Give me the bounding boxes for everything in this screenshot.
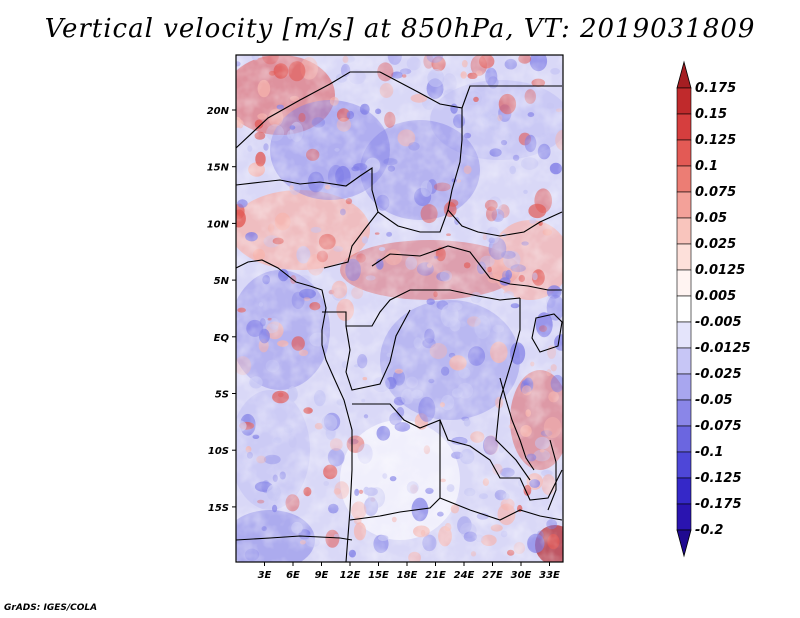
- colorbar-swatch: [676, 87, 692, 115]
- lon-tick-label: 18E: [397, 570, 418, 581]
- colorbar: 0.175 0.15 0.125 0.1 0.075 0.05 0.025 0.0125 0.0…: [676, 60, 751, 558]
- border-zambia-south: [439, 497, 563, 521]
- colorbar-top-arrow: [676, 60, 692, 89]
- colorbar-label: 0.15: [695, 107, 727, 122]
- map-title: Vertical velocity [m/s] at 850hPa, VT: 2…: [44, 14, 756, 44]
- lon-tick-label: 30E: [511, 570, 532, 581]
- colorbar-label: 0.075: [695, 185, 736, 200]
- colorbar-swatch: [676, 321, 692, 349]
- lon-tick-label: 9E: [315, 570, 329, 581]
- colorbar-bottom-arrow: [676, 529, 692, 558]
- colorbar-label: 0.025: [695, 237, 736, 252]
- lon-tick-label: 12E: [340, 570, 361, 581]
- border-drc-south: [352, 403, 563, 501]
- grads-credit: GrADS: IGES/COLA: [4, 603, 98, 613]
- country-borders: [236, 71, 563, 562]
- colorbar-label: 0.0125: [695, 263, 745, 278]
- border-east: [495, 298, 531, 481]
- colorbar-swatch: [676, 373, 692, 401]
- colorbar-swatch: [676, 217, 692, 245]
- lon-tick-label: 27E: [482, 570, 503, 581]
- colorbar-swatch: [676, 269, 692, 297]
- field-texture: [236, 55, 563, 562]
- colorbar-label: -0.175: [695, 497, 742, 512]
- lat-tick-label: 20N: [207, 106, 230, 117]
- border-chad-east: [461, 85, 562, 109]
- border-angola-zambia: [349, 420, 441, 521]
- colorbar-label: -0.05: [695, 393, 732, 408]
- lon-tick-label: 33E: [539, 570, 560, 581]
- lat-tick-label: 5N: [214, 276, 230, 287]
- colorbar-label: 0.175: [695, 81, 736, 96]
- colorbar-swatch: [676, 503, 692, 531]
- velocity-field: [236, 55, 563, 562]
- colorbar-label: -0.2: [695, 523, 723, 538]
- colorbar-swatch: [676, 165, 692, 193]
- colorbar-label: -0.0125: [695, 341, 751, 356]
- border-congo: [345, 309, 411, 391]
- colorbar-swatch: [676, 243, 692, 271]
- lat-tick-label: 15S: [208, 503, 229, 514]
- lat-tick-label: 15N: [207, 163, 230, 174]
- colorbar-label: -0.005: [695, 315, 742, 330]
- lat-tick-label: 10N: [207, 219, 230, 230]
- border-northwest: [236, 166, 379, 269]
- colorbar-swatch: [676, 113, 692, 141]
- lon-tick-label: 15E: [368, 570, 389, 581]
- lat-tick-label: EQ: [214, 333, 230, 344]
- border-chad-south: [377, 209, 449, 233]
- lat-tick-label: 5S: [215, 390, 229, 401]
- border-north-algeria: [236, 71, 563, 237]
- colorbar-label: 0.05: [695, 211, 727, 226]
- colorbar-swatch: [676, 425, 692, 453]
- colorbar-swatch: [676, 139, 692, 167]
- longitude-axis: 3E 6E 9E 12E 15E 18E 21E 24E 27E 30E 33E: [258, 562, 560, 581]
- colorbar-label: -0.125: [695, 471, 742, 486]
- colorbar-swatch: [676, 347, 692, 375]
- lat-tick-label: 10S: [208, 446, 229, 457]
- colorbar-label: -0.025: [695, 367, 742, 382]
- border-cameroon-gabon: [322, 289, 521, 327]
- colorbar-label: -0.1: [695, 445, 723, 460]
- colorbar-label: 0.125: [695, 133, 736, 148]
- colorbar-label: 0.1: [695, 159, 718, 174]
- colorbar-label: 0.005: [695, 289, 736, 304]
- lon-tick-label: 6E: [286, 570, 300, 581]
- map-frame: [235, 54, 564, 563]
- lon-tick-label: 3E: [258, 570, 272, 581]
- coastline-west: [236, 259, 353, 562]
- colorbar-label: -0.075: [695, 419, 742, 434]
- border-lake-tanganyika: [499, 377, 535, 471]
- colorbar-swatch: [676, 191, 692, 219]
- lon-tick-label: 24E: [454, 570, 475, 581]
- border-car: [371, 245, 562, 291]
- latitude-axis: 20N 15N 10N 5N EQ 5S 10S 15S: [207, 106, 236, 514]
- colorbar-swatch: [676, 295, 692, 323]
- lon-tick-label: 21E: [425, 570, 446, 581]
- border-southwest: [236, 535, 353, 541]
- colorbar-swatch: [676, 451, 692, 479]
- colorbar-swatch: [676, 399, 692, 427]
- border-lake-victoria: [531, 313, 563, 353]
- border-lake-malawi: [547, 439, 557, 511]
- colorbar-swatch: [676, 477, 692, 505]
